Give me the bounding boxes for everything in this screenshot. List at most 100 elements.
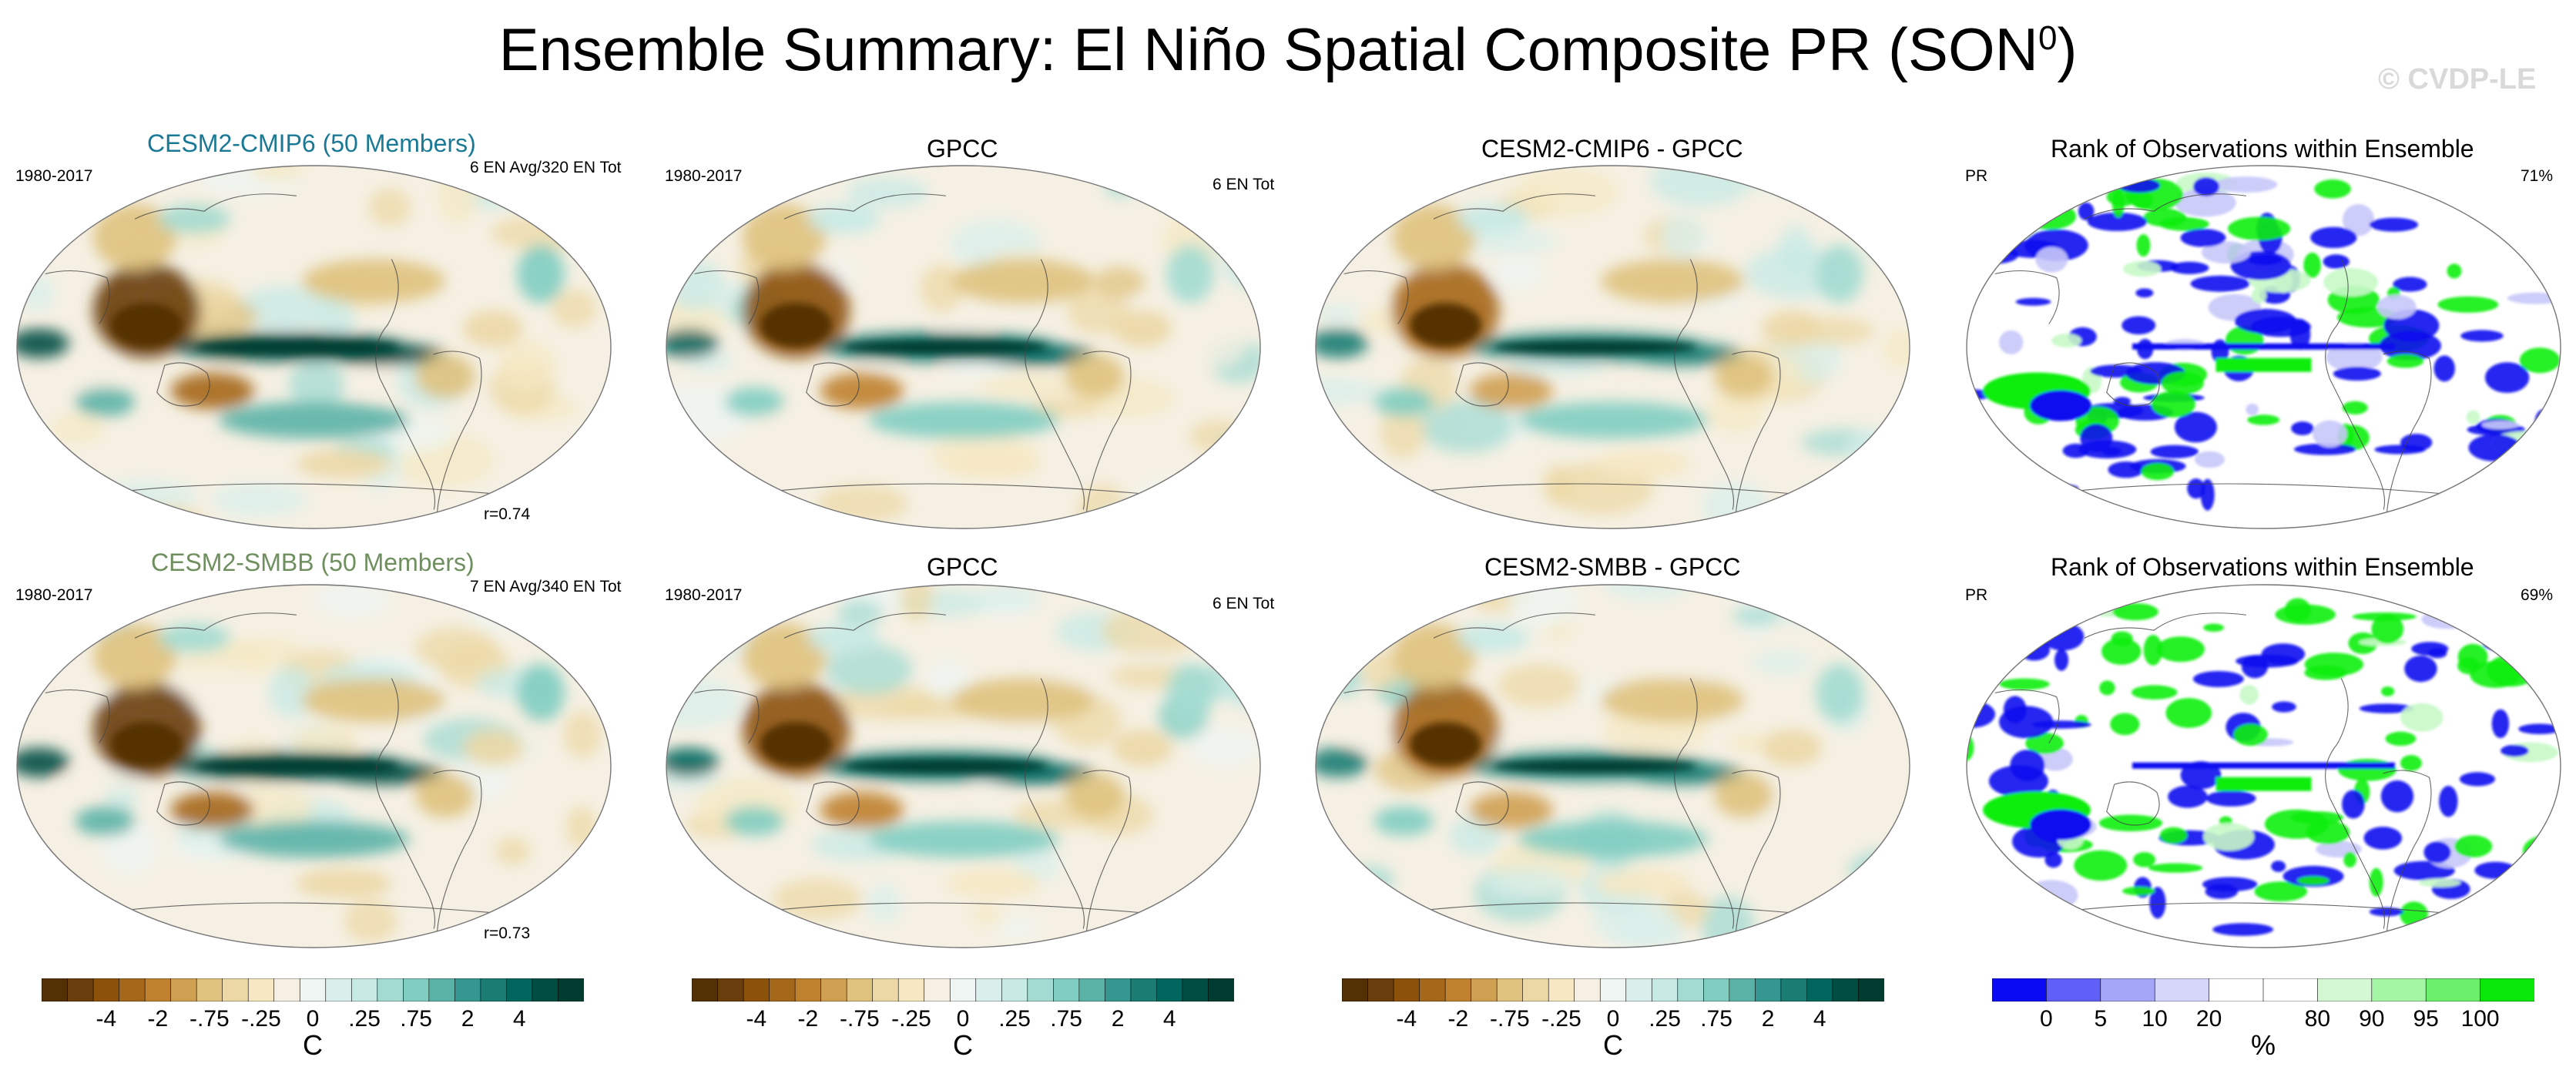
colorbar-swatch: [1105, 978, 1132, 1002]
diff-title-row1: CESM2-CMIP6 - GPCC: [1481, 135, 1743, 163]
colorbar-swatch: [1574, 978, 1602, 1002]
colorbar-swatch: [247, 978, 275, 1002]
colorbar-tick-label: 0: [956, 1006, 970, 1032]
colorbar-swatch: [92, 978, 120, 1002]
colorbar-swatch: [1858, 978, 1884, 1002]
figure-title: Ensemble Summary: El Niño Spatial Compos…: [498, 15, 2078, 83]
colorbar-swatch: [820, 978, 847, 1002]
map-panel: [666, 584, 1261, 948]
colorbar-swatch: [2317, 978, 2373, 1002]
colorbar-swatch: [1208, 978, 1234, 1002]
obs-en-label: 6 EN Tot: [1213, 595, 1275, 612]
colorbar-tick-label: 0: [1606, 1006, 1620, 1032]
model-title-row1: CESM2-CMIP6 (50 Members): [147, 129, 476, 157]
colorbar-swatch: [2371, 978, 2427, 1002]
colorbar-swatch: [1342, 978, 1369, 1002]
colorbar-tick-label: 2: [1111, 1006, 1125, 1032]
colorbar-tick-label: -2: [1447, 1006, 1469, 1032]
colorbar-swatch: [1755, 978, 1782, 1002]
colorbar-swatch: [351, 978, 378, 1002]
colorbar-swatch: [1729, 978, 1756, 1002]
map-panel: [1315, 584, 1910, 948]
colorbar-tick-label: .25: [348, 1006, 381, 1032]
colorbar-swatch: [2046, 978, 2101, 1002]
rank-pct-label: 69%: [2521, 586, 2554, 604]
colorbar-tick-label: 100: [2460, 1006, 2500, 1032]
colorbar-swatch: [2425, 978, 2481, 1002]
colorbar-unit: C: [1603, 1029, 1623, 1061]
colorbar-swatch: [1992, 978, 2048, 1002]
en-count-label: 7 EN Avg/340 EN Tot: [470, 578, 622, 596]
colorbar-swatch: [2154, 978, 2210, 1002]
colorbar-tick-label: -.75: [840, 1006, 880, 1032]
colorbar-anomaly-1: [42, 978, 584, 1002]
colorbar-swatch: [196, 978, 223, 1002]
colorbar-unit: C: [303, 1029, 323, 1061]
colorbar-tick-label: 80: [2304, 1006, 2331, 1032]
colorbar-swatch: [692, 978, 719, 1002]
colorbar-tick-label: -.75: [190, 1006, 230, 1032]
colorbar-swatch: [1130, 978, 1158, 1002]
colorbar-swatch: [119, 978, 146, 1002]
colorbar-tick-label: 2: [1761, 1006, 1775, 1032]
colorbar-swatch: [558, 978, 584, 1002]
colorbar-swatch: [846, 978, 874, 1002]
colorbar-swatch: [1780, 978, 1808, 1002]
rank-title-row1: Rank of Observations within Ensemble: [2051, 135, 2474, 163]
period-label: 1980-2017: [15, 167, 93, 185]
colorbar-tick-label: -4: [1396, 1006, 1417, 1032]
colorbar-swatch: [299, 978, 327, 1002]
colorbar-swatch: [532, 978, 559, 1002]
colorbar-anomaly-3: [1342, 978, 1884, 1002]
colorbar-swatch: [1419, 978, 1446, 1002]
colorbar-tick-label: .75: [1700, 1006, 1732, 1032]
obs-title-row1: GPCC: [927, 135, 998, 163]
colorbar-swatch: [144, 978, 172, 1002]
colorbar-swatch: [1027, 978, 1055, 1002]
colorbar-swatch: [1471, 978, 1498, 1002]
colorbar-swatch: [1703, 978, 1730, 1002]
colorbar-swatch: [2100, 978, 2156, 1002]
colorbar-swatch: [42, 978, 69, 1002]
colorbar-tick-label: -2: [147, 1006, 169, 1032]
colorbar-tick-label: -.25: [241, 1006, 281, 1032]
colorbar-tick-label: 10: [2142, 1006, 2168, 1032]
rank-title-row2: Rank of Observations within Ensemble: [2051, 553, 2474, 581]
colorbar-unit: C: [953, 1029, 973, 1061]
colorbar-swatch: [273, 978, 301, 1002]
colorbar-anomaly-2: [692, 978, 1234, 1002]
rank-var-label: PR: [1965, 167, 1988, 185]
obs-en-label: 6 EN Tot: [1213, 176, 1275, 193]
colorbar-swatch: [1548, 978, 1575, 1002]
map-panel: [1315, 165, 1910, 529]
obs-period-label: 1980-2017: [665, 586, 743, 604]
colorbar-swatch: [454, 978, 481, 1002]
colorbar-tick-label: -.25: [1541, 1006, 1581, 1032]
colorbar-swatch: [1001, 978, 1028, 1002]
colorbar-swatch: [897, 978, 925, 1002]
colorbar-swatch: [1156, 978, 1183, 1002]
model-title-row2: CESM2-SMBB (50 Members): [151, 549, 475, 576]
colorbar-tick-label: 20: [2195, 1006, 2222, 1032]
colorbar-swatch: [428, 978, 456, 1002]
colorbar-tick-label: 2: [461, 1006, 475, 1032]
colorbar-swatch: [1522, 978, 1549, 1002]
colorbar-swatch: [1367, 978, 1394, 1002]
colorbar-tick-label: -4: [746, 1006, 767, 1032]
colorbar-swatch: [480, 978, 508, 1002]
colorbar-unit: %: [2250, 1029, 2276, 1061]
colorbar-swatch: [949, 978, 977, 1002]
colorbar-tick-label: -.75: [1490, 1006, 1530, 1032]
colorbar-swatch: [717, 978, 744, 1002]
colorbar-swatch: [872, 978, 899, 1002]
colorbar-swatch: [1053, 978, 1080, 1002]
colorbar-tick-label: 90: [2359, 1006, 2385, 1032]
colorbar-tick-label: 0: [2040, 1006, 2053, 1032]
colorbar-swatch: [975, 978, 1003, 1002]
colorbar-rank: [1992, 978, 2534, 1002]
colorbar-swatch: [924, 978, 951, 1002]
colorbar-tick-label: 0: [306, 1006, 320, 1032]
colorbar-swatch: [1393, 978, 1420, 1002]
colorbar-swatch: [1806, 978, 1833, 1002]
colorbar-swatch: [2262, 978, 2319, 1002]
